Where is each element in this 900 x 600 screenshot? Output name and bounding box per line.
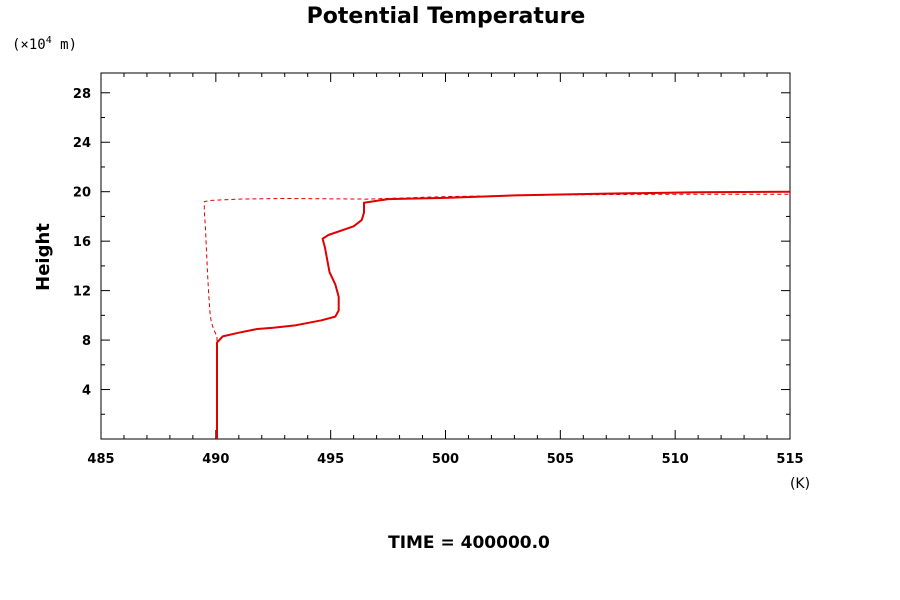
y-tick-label: 20 bbox=[73, 186, 91, 201]
time-footer: TIME = 400000.0 bbox=[388, 533, 550, 553]
x-tick-label: 495 bbox=[317, 452, 344, 467]
solid-profile-line bbox=[216, 190, 791, 439]
y-unit-label: (×104 m) bbox=[12, 35, 77, 53]
y-unit-prefix: (×10 bbox=[12, 37, 46, 53]
y-tick-label: 24 bbox=[73, 136, 91, 151]
x-tick-label: 510 bbox=[662, 452, 689, 467]
y-tick-label: 8 bbox=[82, 334, 91, 349]
x-tick-label: 515 bbox=[776, 452, 803, 467]
y-unit-exponent: 4 bbox=[46, 35, 52, 46]
data-series bbox=[203, 190, 791, 439]
y-tick-label: 16 bbox=[73, 235, 91, 250]
y-axis-label: Height bbox=[33, 223, 54, 291]
y-axis-tick-labels: 4 8 12 16 20 24 28 bbox=[73, 87, 91, 399]
dashed-profile-line bbox=[203, 193, 790, 439]
y-tick-label: 4 bbox=[82, 384, 91, 399]
x-tick-label: 500 bbox=[432, 452, 459, 467]
x-axis-ticks bbox=[100, 73, 791, 439]
chart-title: Potential Temperature bbox=[307, 4, 586, 29]
y-tick-label: 28 bbox=[73, 87, 91, 102]
y-axis-ticks bbox=[101, 92, 790, 415]
svg-text:(×104 m): (×104 m) bbox=[12, 35, 77, 53]
x-tick-label: 505 bbox=[547, 452, 574, 467]
x-tick-label: 485 bbox=[87, 452, 114, 467]
plot-frame bbox=[100, 72, 791, 440]
x-unit-label: (K) bbox=[790, 476, 810, 492]
y-unit-suffix: m) bbox=[52, 37, 77, 53]
x-tick-label: 490 bbox=[202, 452, 229, 467]
x-axis-tick-labels: 485 490 495 500 505 510 515 bbox=[87, 452, 803, 467]
y-tick-label: 12 bbox=[73, 285, 91, 300]
